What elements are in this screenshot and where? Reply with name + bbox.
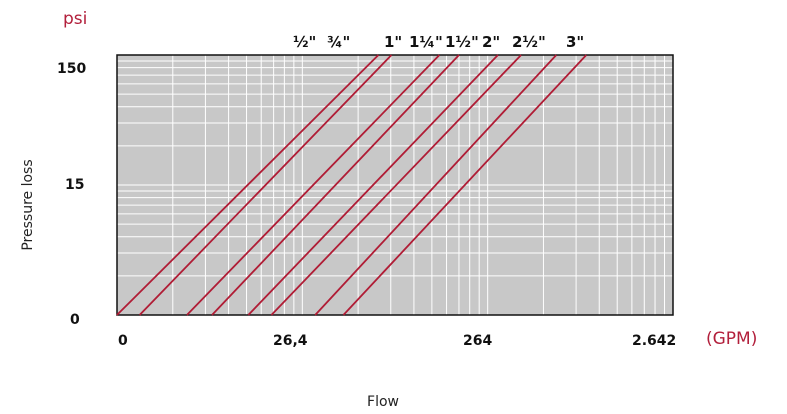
series-line	[247, 54, 499, 316]
grid	[116, 55, 673, 316]
plot-frame	[116, 54, 674, 316]
y-tick-label: 0	[70, 312, 80, 328]
y-axis-title: Pressure loss	[20, 159, 36, 250]
x-tick-label: 2.642	[632, 333, 676, 349]
series-line	[211, 54, 460, 316]
x-axis-title: Flow	[367, 394, 399, 410]
series-label: ¾"	[327, 33, 350, 51]
y-unit-label: psi	[63, 9, 87, 29]
series-label: 1"	[384, 33, 402, 51]
series-label: 2½"	[512, 33, 546, 51]
series-line	[116, 54, 380, 316]
series-lines	[116, 54, 587, 316]
y-tick-label: 15	[65, 177, 84, 193]
x-tick-label: 26,4	[273, 333, 308, 349]
series-line	[186, 54, 441, 316]
series-label: 1¼"	[409, 33, 443, 51]
series-line	[138, 54, 393, 316]
series-label: ½"	[293, 33, 316, 51]
series-line	[314, 54, 557, 316]
x-unit-label: (GPM)	[706, 329, 757, 349]
series-line	[342, 54, 587, 316]
series-label: 3"	[566, 33, 584, 51]
series-label: 2"	[482, 33, 500, 51]
x-tick-label: 0	[118, 333, 128, 349]
y-tick-label: 150	[57, 61, 86, 77]
x-tick-label: 264	[463, 333, 492, 349]
series-label: 1½"	[445, 33, 479, 51]
series-line	[270, 54, 522, 316]
